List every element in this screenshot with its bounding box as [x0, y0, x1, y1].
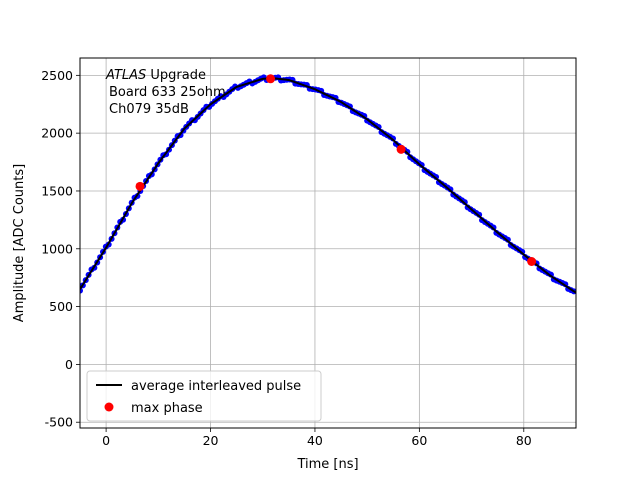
y-tick-label: 2500	[41, 68, 73, 83]
max-phase-point	[527, 257, 537, 266]
average-pulse-line	[80, 77, 576, 294]
annotation-line3: Ch079 35dB	[109, 102, 189, 117]
y-axis-label: Amplitude [ADC Counts]	[12, 164, 27, 322]
legend: average interleaved pulse max phase	[86, 370, 322, 422]
x-axis-ticks: 0 20 40 60 80	[102, 428, 532, 448]
x-tick-label: 60	[411, 433, 427, 448]
y-tick-label: -500	[45, 415, 73, 430]
y-tick-label: 1000	[41, 241, 73, 256]
y-tick-label: 0	[65, 357, 73, 372]
axes-frame	[79, 57, 577, 429]
annotation-line1: ATLAS Upgrade	[105, 68, 206, 83]
legend-box	[86, 370, 322, 422]
max-phase-point	[266, 74, 276, 84]
max-phase-point	[135, 181, 145, 191]
grid	[80, 58, 576, 428]
legend-dot-marker	[104, 402, 114, 412]
x-tick-label: 40	[307, 433, 323, 448]
x-axis-label: Time [ns]	[296, 457, 358, 472]
x-tick-label: 20	[203, 433, 219, 448]
legend-entry-average: average interleaved pulse	[131, 379, 301, 394]
annotation-line2: Board 633 25ohm	[109, 85, 226, 100]
annotation-upgrade: Upgrade	[146, 68, 206, 83]
y-tick-label: 1500	[41, 183, 73, 198]
legend-entry-max-phase: max phase	[131, 401, 203, 416]
annotation: ATLAS Upgrade Board 633 25ohm Ch079 35dB	[105, 68, 226, 117]
max-phase-point	[396, 144, 406, 154]
x-tick-label: 0	[102, 433, 110, 448]
x-tick-label: 80	[516, 433, 532, 448]
annotation-atlas: ATLAS	[105, 68, 146, 83]
max-phase-points	[135, 74, 537, 266]
plot-area	[80, 74, 576, 295]
y-axis-ticks: -500 0 500 1000 1500 2000 2500	[41, 68, 80, 430]
y-tick-label: 2000	[41, 126, 73, 141]
y-tick-label: 500	[49, 299, 73, 314]
